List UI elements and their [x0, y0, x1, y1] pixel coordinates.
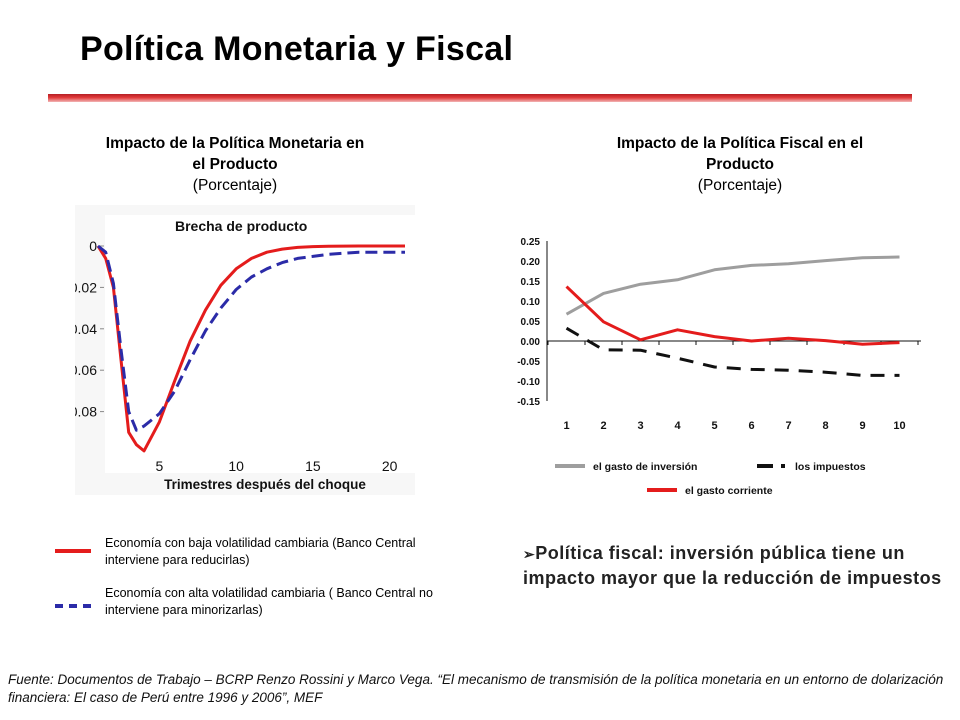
right-title-line1: Impacto de la Política Fiscal en el	[616, 135, 864, 152]
chart2-legend-investment-label: el gasto de inversión	[593, 461, 697, 473]
left-title-line2: el Producto	[192, 156, 278, 173]
chart1-title: Brecha de producto	[175, 218, 307, 234]
legend-swatch-red	[55, 549, 91, 553]
right-panel-title: Impacto de la Política Fiscal en el Prod…	[560, 133, 920, 196]
chart2-y-tick-label: 0.15	[521, 277, 541, 288]
chart2-x-tick-label: 4	[674, 420, 681, 432]
legend-label-low-volatility: Economía con baja volatilidad cambiaria …	[105, 536, 416, 567]
right-title-unit: (Porcentaje)	[697, 177, 783, 194]
left-panel-title: Impacto de la Política Monetaria en el P…	[70, 133, 400, 196]
chart2-series-current-spending	[565, 285, 900, 346]
chart1-series-low-volatility	[96, 244, 405, 453]
chart2-x-tick-label: 6	[748, 420, 754, 432]
chart2-x-tick-label: 1	[563, 420, 569, 432]
chart1-y-tick-label: -0.06	[75, 362, 97, 378]
chart1-y-tick-label: -0.02	[75, 279, 97, 295]
monetary-policy-chart: Brecha de producto 0 -0.02 -0.04 -0.06 -0.08 5…	[75, 205, 415, 495]
chart1-y-tick-label: -0.08	[75, 404, 97, 420]
chart1-series-high-volatility	[97, 244, 405, 432]
chart1-x-axis-label: Trimestres después del choque	[164, 477, 366, 492]
chart2-y-tick-label: -0.10	[517, 377, 540, 388]
conclusion-text: Política fiscal: inversión pública tiene…	[523, 543, 942, 588]
legend-label-high-volatility: Economía con alta volatilidad cambiaria …	[105, 586, 433, 617]
chart2-y-tick-label: 0.25	[521, 237, 541, 248]
arrow-bullet-icon: ➢	[523, 546, 536, 562]
chart2-x-tick-label: 2	[600, 420, 606, 432]
chart2-y-tick-label: 0.10	[521, 297, 541, 308]
chart2-x-tick-label: 9	[859, 420, 865, 432]
chart1-x-tick-label: 15	[305, 458, 321, 474]
chart2-x-tick-label: 10	[893, 420, 905, 432]
conclusion-bullet: ➢Política fiscal: inversión pública tien…	[523, 541, 943, 590]
chart2-y-tick-label: 0.20	[521, 257, 541, 268]
chart2-series-taxes	[565, 326, 900, 377]
source-note: Fuente: Documentos de Trabajo – BCRP Ren…	[8, 672, 944, 705]
left-title-unit: (Porcentaje)	[192, 177, 278, 194]
fiscal-policy-chart: 0.25 0.20 0.15 0.10 0.05 0.00 -0.05 -0.10 -0.15 1…	[517, 237, 921, 497]
chart2-legend-current-spending-label: el gasto corriente	[685, 485, 773, 497]
chart2-y-tick-label: 0.05	[521, 317, 541, 328]
page-title: Política Monetaria y Fiscal	[80, 30, 514, 68]
chart2-x-tick-label: 7	[785, 420, 791, 432]
chart1-x-tick-label: 10	[228, 458, 244, 474]
title-underline	[48, 94, 912, 102]
chart2-y-tick-label: -0.05	[517, 357, 540, 368]
chart1-y-tick-label: 0	[89, 238, 97, 254]
chart2-y-tick-label: -0.15	[517, 397, 540, 408]
legend-swatch-blue	[55, 604, 91, 608]
chart2-x-tick-label: 3	[637, 420, 643, 432]
chart1-x-tick-label: 5	[156, 458, 164, 474]
left-title-line1: Impacto de la Política Monetaria en	[105, 135, 365, 152]
chart2-x-tick-label: 8	[822, 420, 828, 432]
chart2-legend-taxes-label: los impuestos	[795, 461, 866, 473]
chart2-y-tick-label: 0.00	[521, 337, 541, 348]
chart1-y-tick-label: -0.04	[75, 321, 97, 337]
right-title-line2: Producto	[705, 156, 775, 173]
chart2-series-investment	[565, 255, 900, 316]
chart2-x-tick-label: 5	[711, 420, 717, 432]
chart1-x-tick-label: 20	[382, 458, 398, 474]
